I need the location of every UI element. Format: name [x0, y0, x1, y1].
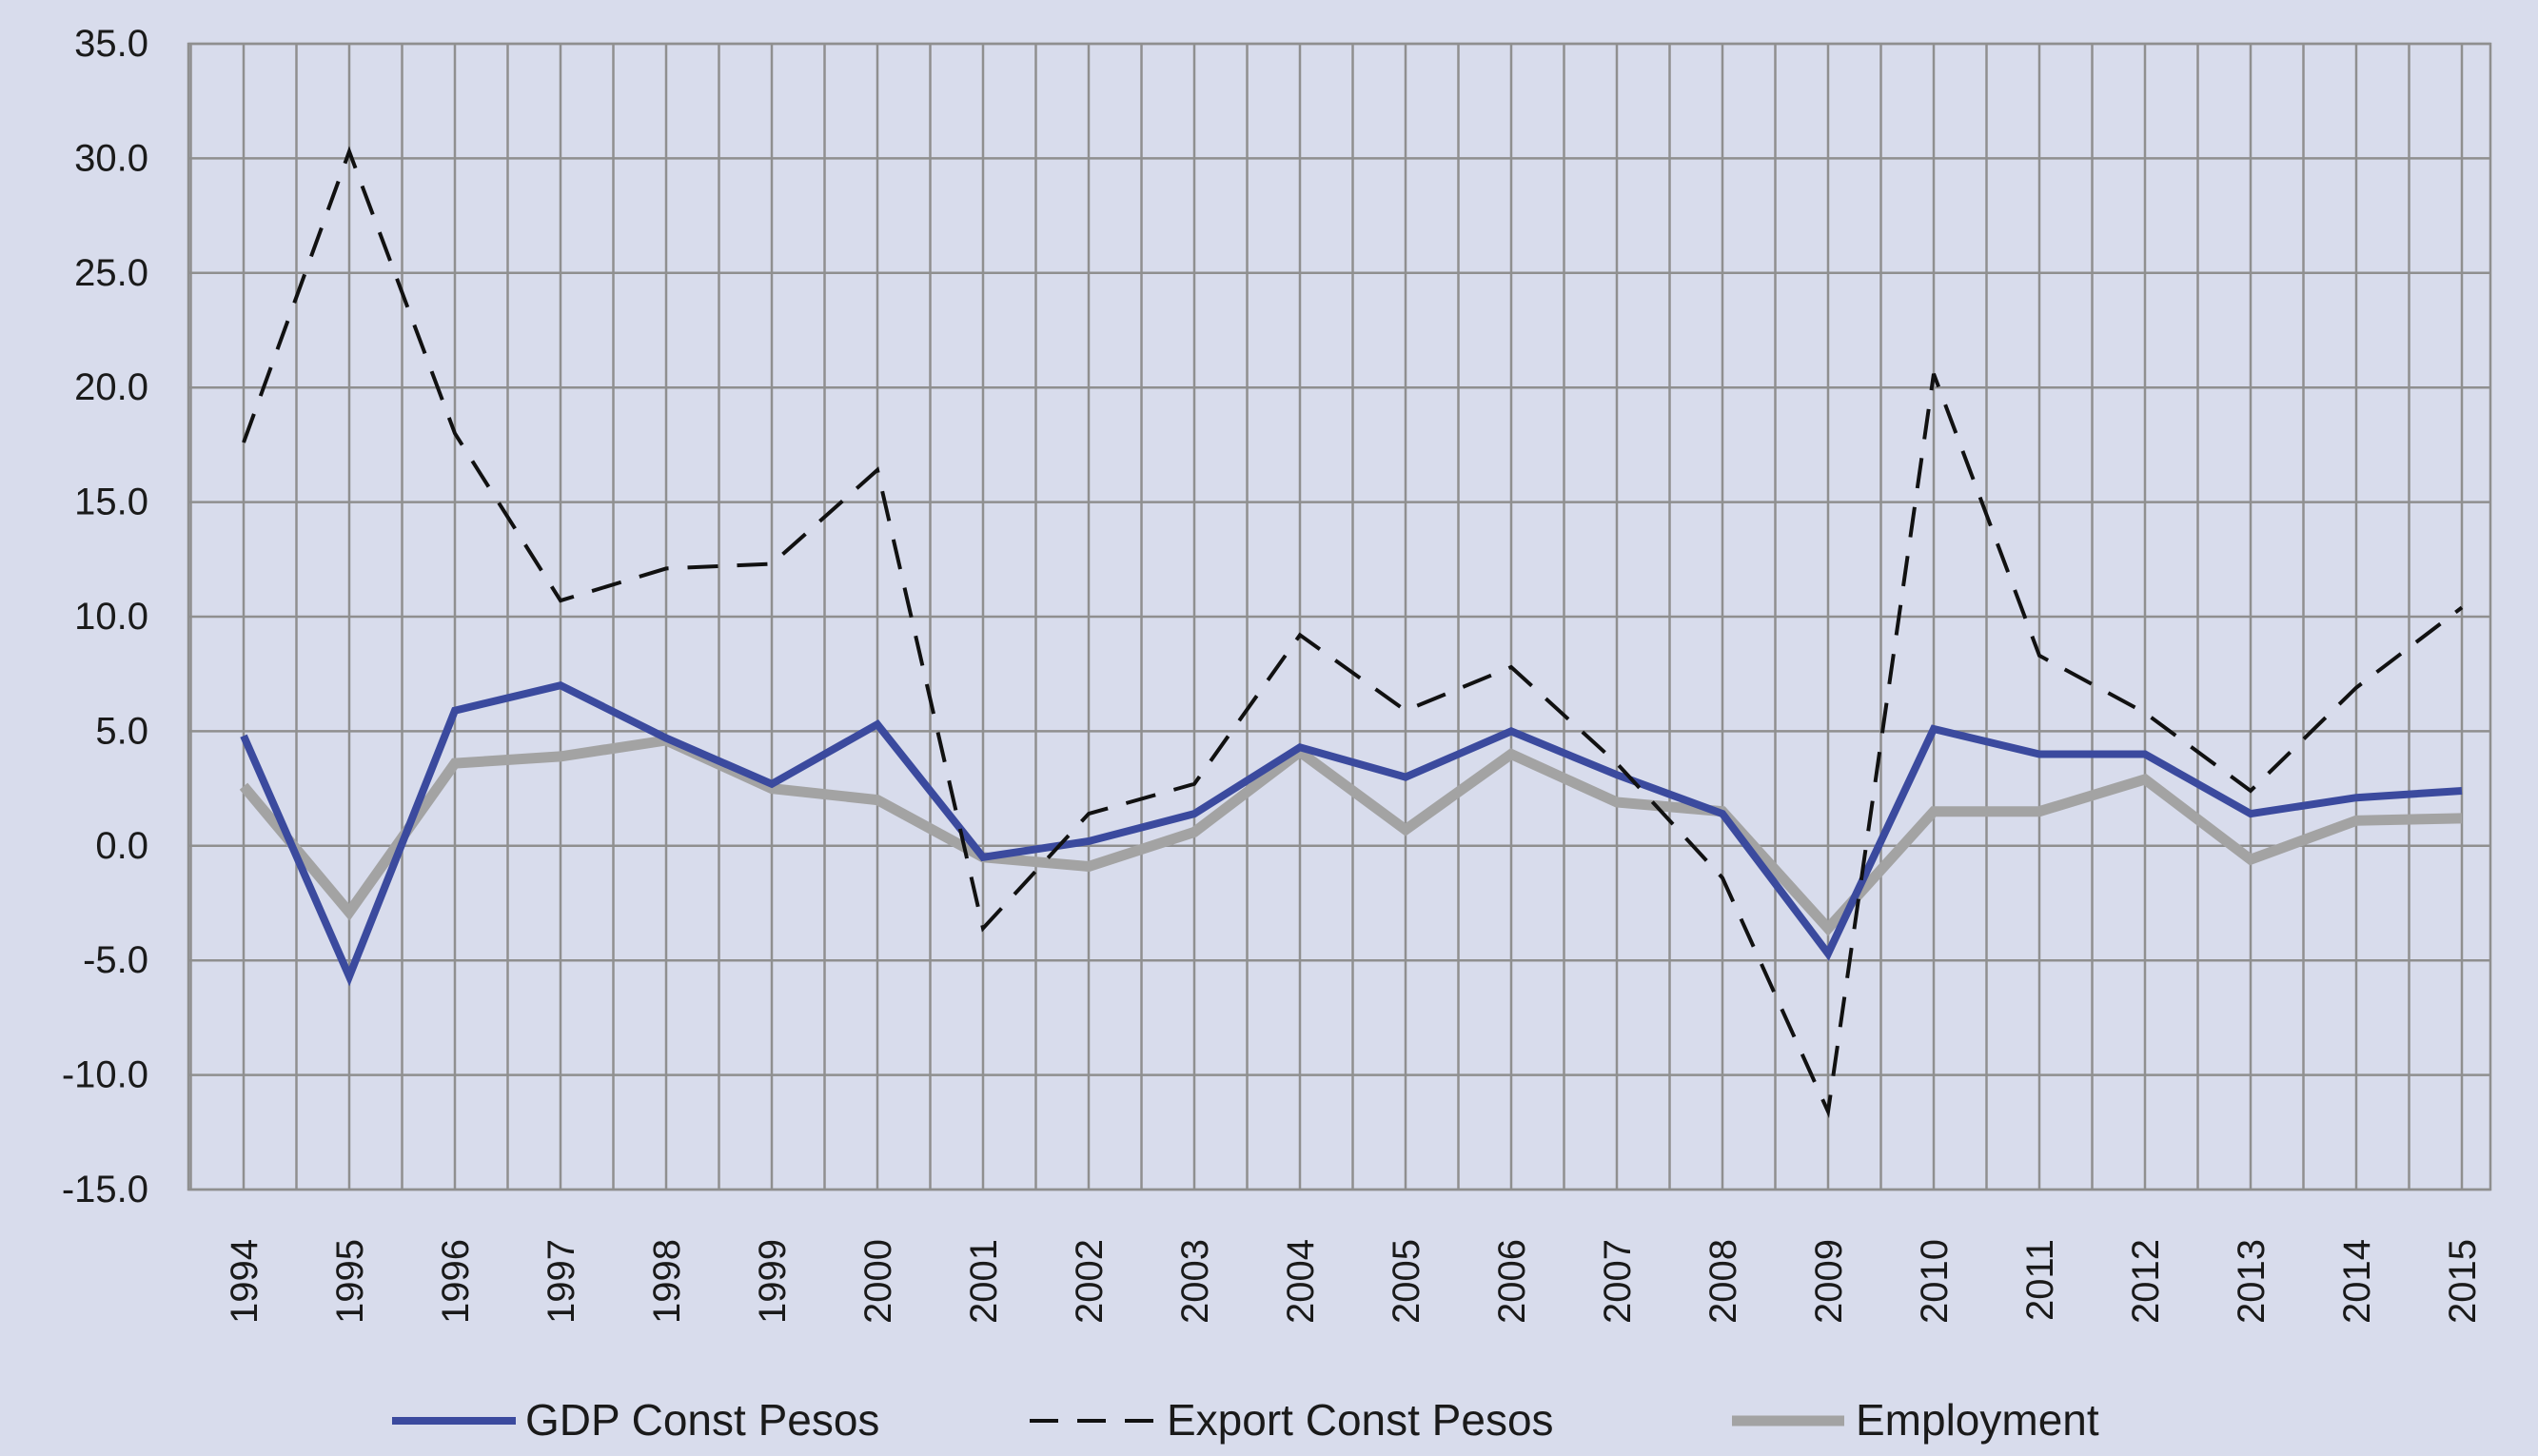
series-line-employment: [239, 735, 2463, 936]
y-tick-label: -10.0: [62, 1054, 148, 1096]
y-tick-label: 35.0: [74, 23, 148, 65]
x-tick-label: 2000: [857, 1239, 899, 1324]
y-tick-label: 30.0: [74, 137, 148, 179]
y-tick-label: 15.0: [74, 482, 148, 523]
x-tick-label: 2006: [1491, 1239, 1533, 1324]
legend-label-export-const-pesos: Export Const Pesos: [1167, 1395, 1554, 1445]
series-lines: [239, 146, 2464, 1119]
x-tick-label: 2015: [2442, 1239, 2484, 1324]
x-axis-tick-labels: 1994 1995 1996 1997 1998 1999 2000 2001 2002 2003…: [224, 1239, 2484, 1324]
x-tick-label: 1995: [329, 1239, 371, 1324]
x-tick-label: 2014: [2336, 1239, 2378, 1324]
y-tick-label: 0.0: [95, 825, 148, 867]
x-tick-label: 1998: [646, 1239, 688, 1324]
x-tick-label: 1994: [224, 1239, 266, 1324]
x-tick-label: 2009: [1808, 1239, 1850, 1324]
series-line-export-const-pesos: [242, 146, 2464, 1119]
x-tick-label: 2003: [1174, 1239, 1216, 1324]
x-tick-label: 2012: [2125, 1239, 2167, 1324]
y-tick-label: -5.0: [83, 939, 148, 981]
y-tick-label: 25.0: [74, 252, 148, 294]
x-tick-label: 2007: [1597, 1239, 1639, 1324]
legend: GDP Const Pesos Export Const Pesos Employm…: [392, 1395, 2099, 1445]
y-tick-label: 20.0: [74, 366, 148, 408]
x-tick-label: 2001: [963, 1239, 1005, 1324]
legend-label-employment: Employment: [1856, 1395, 2099, 1445]
y-tick-label: 10.0: [74, 596, 148, 638]
x-tick-label: 2013: [2231, 1239, 2272, 1324]
y-axis-tick-labels: 35.0 30.0 25.0 20.0 15.0 10.0 5.0 0.0 -5.0 -10.0 -…: [62, 23, 148, 1210]
series-line-gdp-const-pesos: [240, 680, 2463, 987]
y-tick-label: -15.0: [62, 1169, 148, 1210]
x-tick-label: 1997: [541, 1239, 582, 1324]
x-tick-label: 1996: [435, 1239, 477, 1324]
x-tick-label: 2010: [1914, 1239, 1956, 1324]
x-tick-label: 2005: [1386, 1239, 1427, 1324]
x-tick-label: 1999: [752, 1239, 794, 1324]
gridlines: [187, 42, 2492, 1191]
x-tick-label: 2002: [1069, 1239, 1111, 1324]
x-tick-label: 2011: [2019, 1239, 2061, 1321]
x-tick-label: 2008: [1702, 1239, 1744, 1324]
y-tick-label: 5.0: [95, 710, 148, 752]
x-tick-label: 2004: [1280, 1239, 1322, 1324]
legend-label-gdp-const-pesos: GDP Const Pesos: [525, 1395, 879, 1445]
